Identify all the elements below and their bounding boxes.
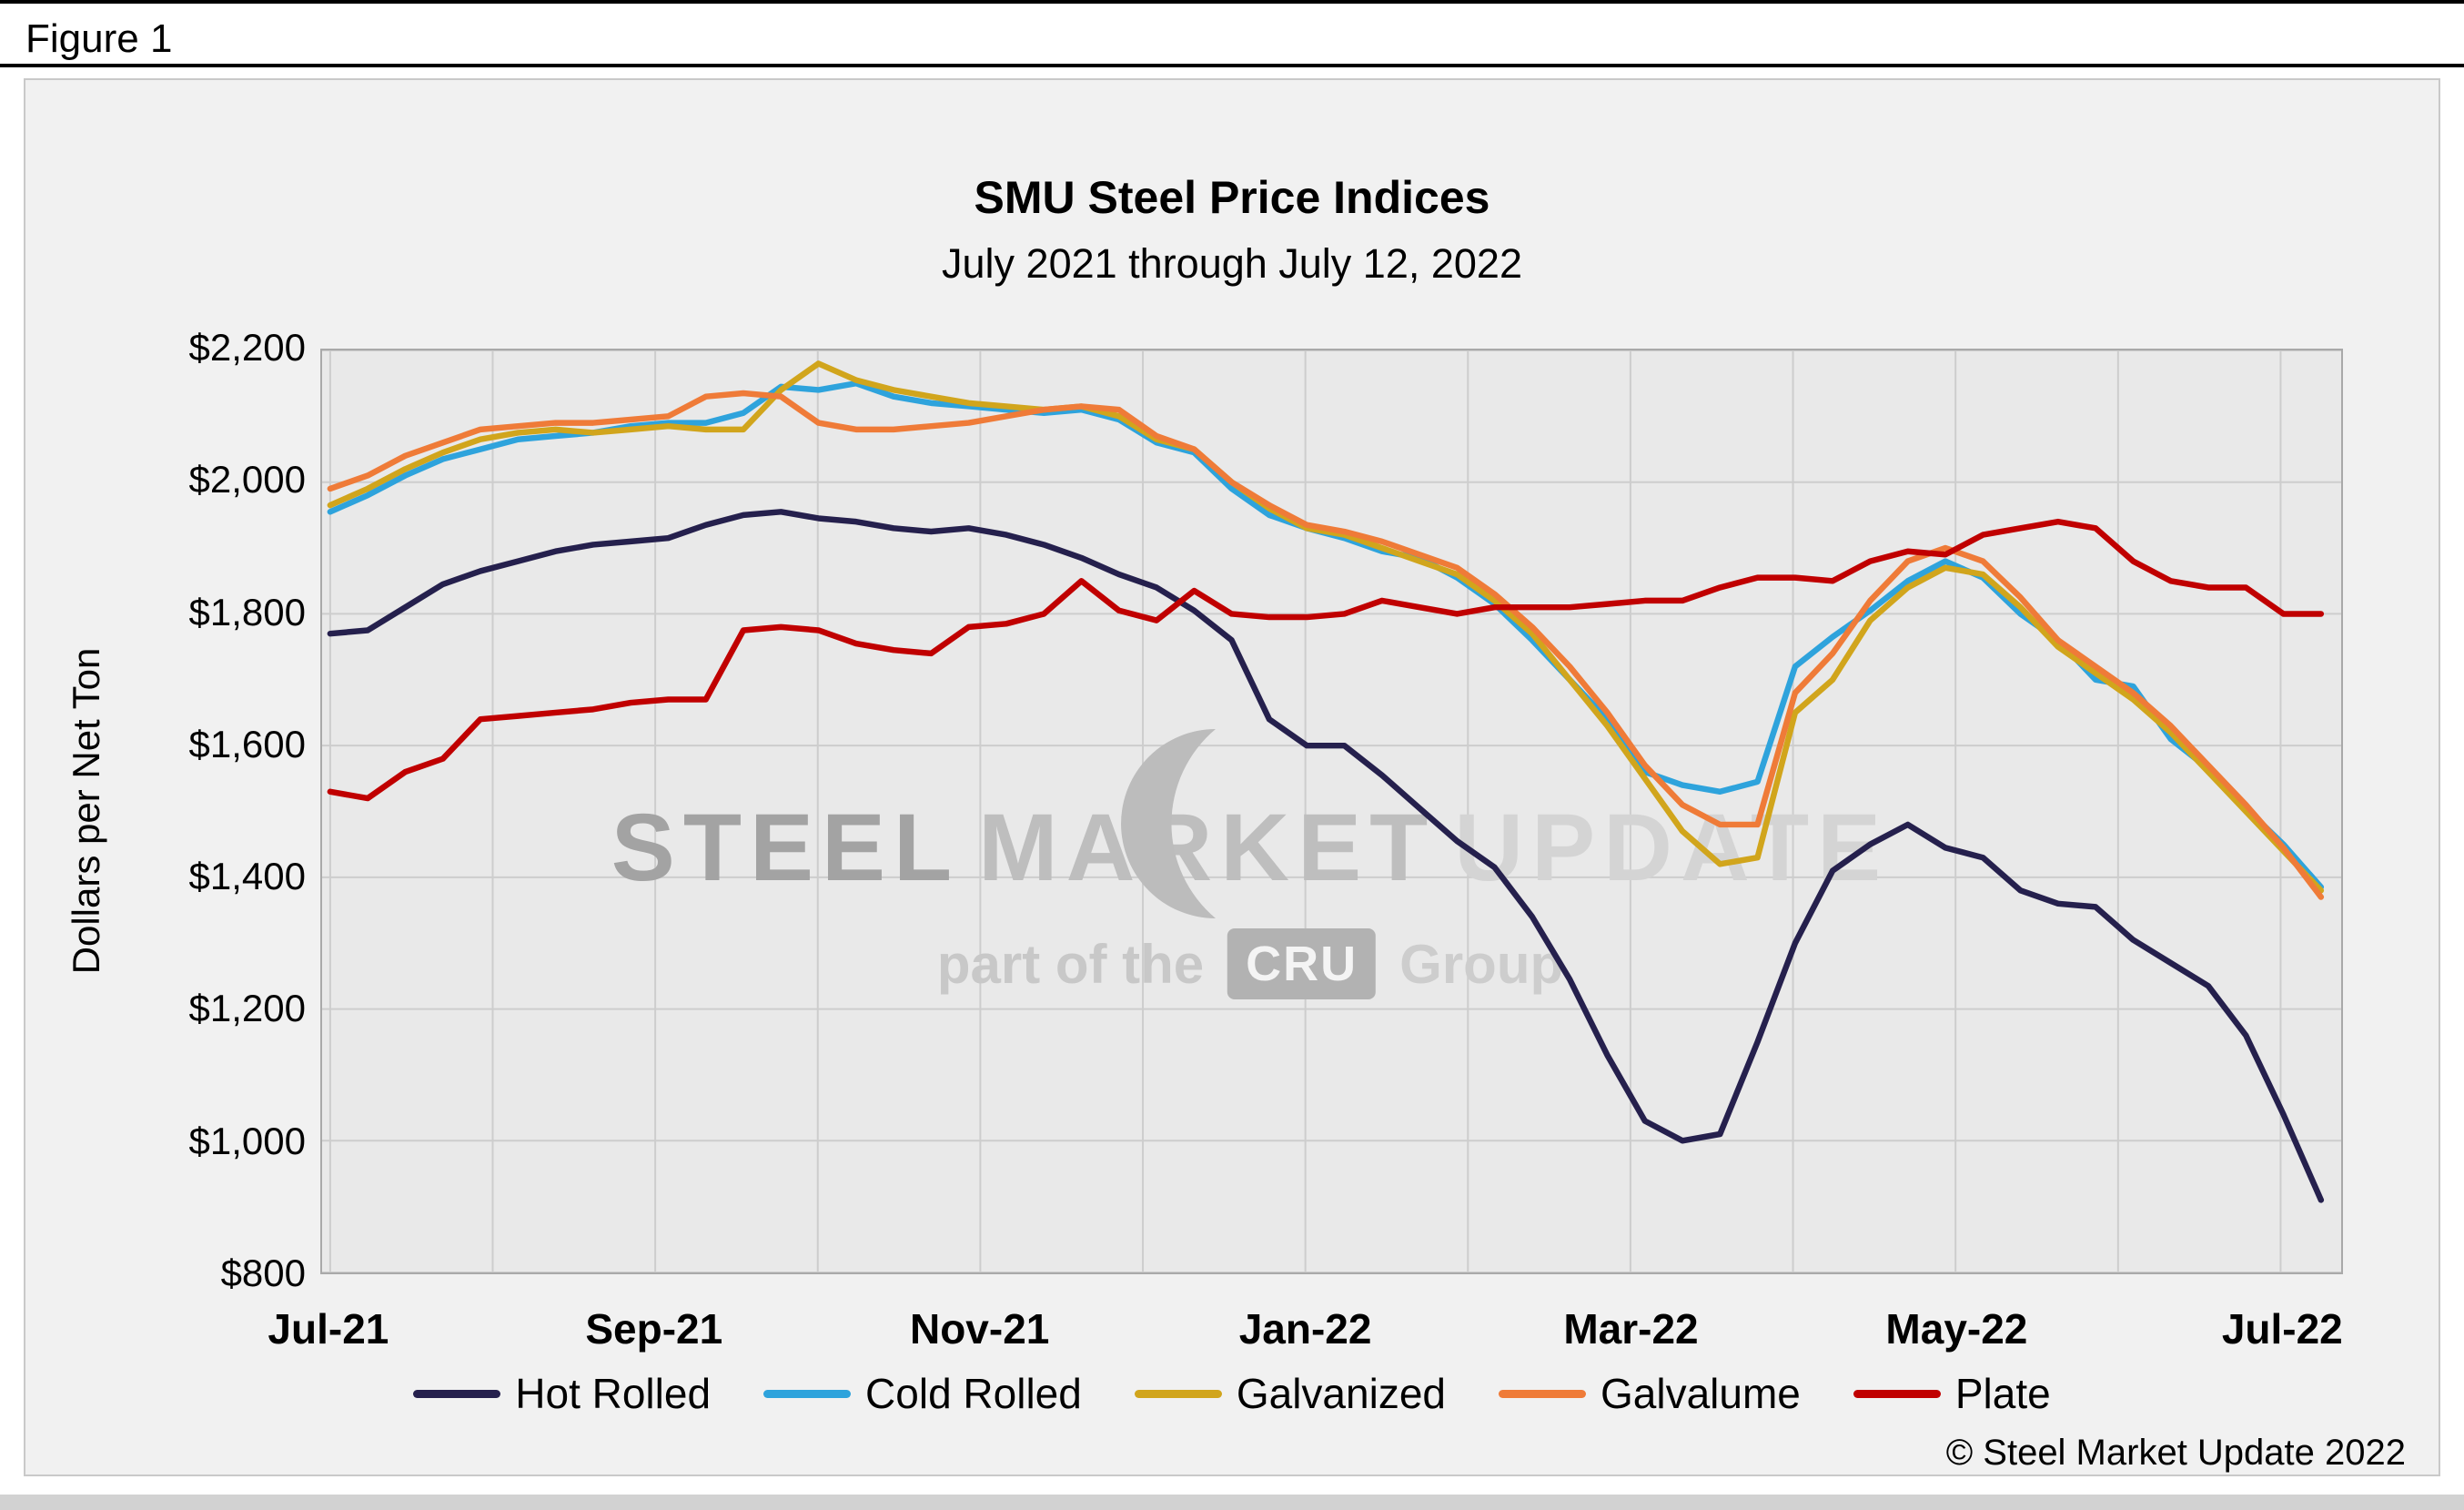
bottom-strip: [0, 1495, 2464, 1510]
x-tick-label: Jul-22: [2221, 1305, 2343, 1353]
chart-legend: Hot Rolled Cold Rolled Galvanized Galvalume…: [25, 1369, 2439, 1418]
legend-label: Cold Rolled: [865, 1370, 1082, 1417]
legend-item-galvalume: Galvalume: [1498, 1369, 1801, 1418]
chart-subtitle: July 2021 through July 12, 2022: [942, 240, 1522, 287]
series-lines: [327, 360, 2325, 1203]
x-tick-label: Jan-22: [1238, 1305, 1372, 1353]
series-line-cold-rolled: [327, 380, 2325, 890]
figure-header: Figure 1: [0, 0, 2464, 67]
x-tick-label: Sep-21: [585, 1305, 723, 1353]
legend-label: Galvanized: [1236, 1370, 1446, 1417]
x-tick-label: Jul-21: [268, 1305, 389, 1353]
legend-label: Hot Rolled: [515, 1370, 712, 1417]
legend-item-hot-rolled: Hot Rolled: [413, 1369, 711, 1418]
chart-figure: SMU Steel Price Indices July 2021 throug…: [24, 78, 2440, 1476]
y-tick-label: $2,000: [188, 458, 306, 502]
y-tick-label: $1,600: [188, 722, 306, 765]
y-tick-label: $1,000: [188, 1119, 306, 1162]
legend-item-galvanized: Galvanized: [1134, 1369, 1446, 1418]
copyright: © Steel Market Update 2022: [1945, 1433, 2406, 1473]
legend-item-cold-rolled: Cold Rolled: [763, 1369, 1082, 1418]
x-tick-label: Mar-22: [1563, 1305, 1699, 1353]
y-tick-label: $800: [220, 1252, 306, 1294]
legend-swatch: [763, 1389, 852, 1398]
y-tick-label: $2,200: [188, 326, 306, 369]
x-tick-label: Nov-21: [909, 1305, 1050, 1353]
y-tick-label: $1,800: [188, 590, 306, 633]
series-line-plate: [327, 518, 2325, 802]
legend-swatch: [1853, 1389, 1941, 1398]
y-tick-label: $1,200: [188, 987, 306, 1030]
legend-swatch: [1498, 1389, 1586, 1398]
legend-label: Plate: [1954, 1370, 2051, 1417]
x-tick-label: May-22: [1885, 1305, 2028, 1353]
y-tick-label: $1,400: [188, 855, 306, 898]
figure-label: Figure 1: [25, 16, 173, 61]
series-line-hot-rolled: [327, 509, 2325, 1203]
chart-title: SMU Steel Price Indices: [974, 172, 1490, 223]
series-line-galvanized: [327, 360, 2325, 894]
legend-swatch: [1134, 1389, 1222, 1398]
legend-swatch: [413, 1389, 501, 1398]
y-axis-title: Dollars per Net Ton: [65, 647, 107, 975]
legend-label: Galvalume: [1600, 1370, 1801, 1417]
series-line-galvalume: [327, 390, 2325, 900]
plot-area: STEEL MARKET UPDATE part of the CRU Grou…: [320, 349, 2343, 1274]
legend-item-plate: Plate: [1853, 1369, 2051, 1418]
